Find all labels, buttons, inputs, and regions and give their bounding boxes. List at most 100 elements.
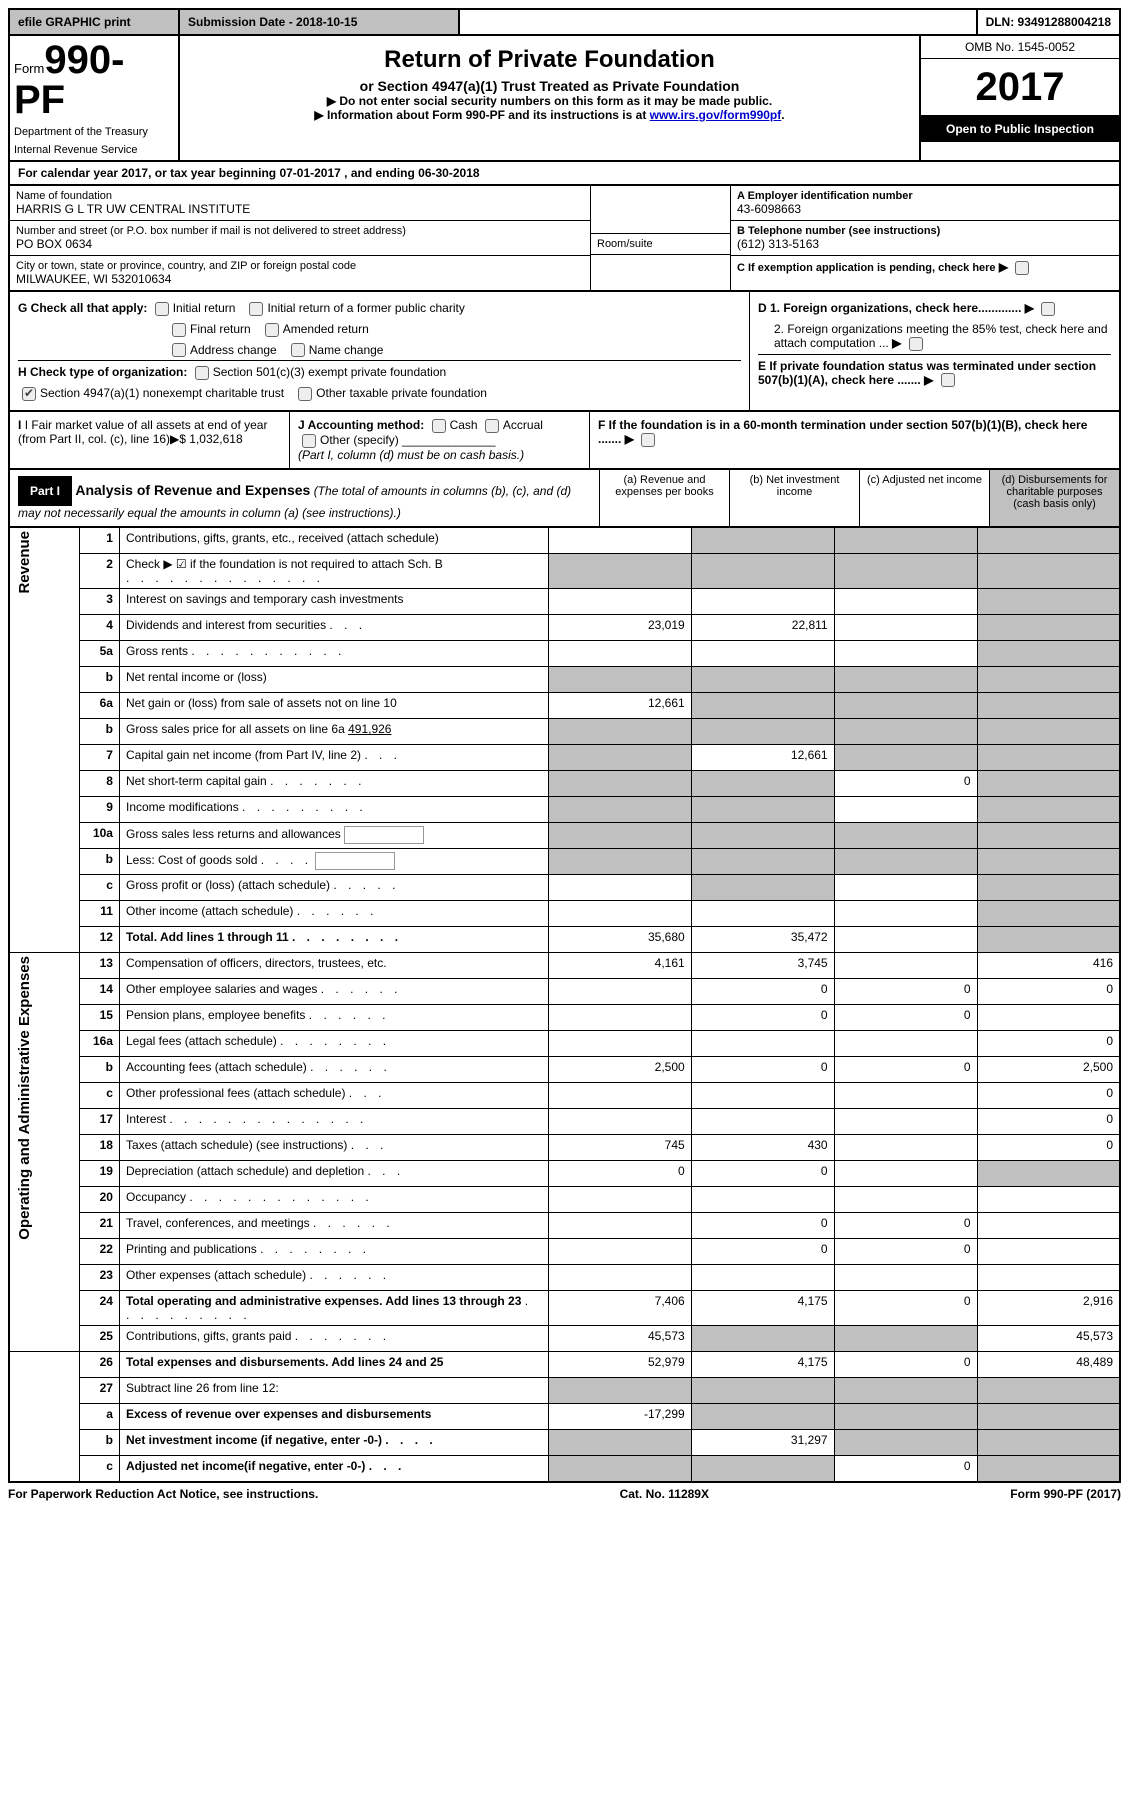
r16a-d: 0 [977, 1031, 1120, 1057]
part1-table: Revenue 1Contributions, gifts, grants, e… [8, 528, 1121, 1483]
row-27: Subtract line 26 from line 12: [119, 1378, 548, 1404]
gross-sales-input[interactable] [344, 826, 424, 844]
col-c-header: (c) Adjusted net income [859, 470, 989, 526]
initial-return-checkbox[interactable] [155, 302, 169, 316]
row-12: Total. Add lines 1 through 11 . . . . . … [119, 927, 548, 953]
ein-label: A Employer identification number [737, 190, 1113, 202]
ein-value: 43-6098663 [737, 202, 1113, 216]
part1-header: Part I Analysis of Revenue and Expenses … [8, 470, 1121, 528]
j-other: Other (specify) [320, 433, 399, 447]
r22-b: 0 [691, 1239, 834, 1265]
revenue-side-label: Revenue [16, 531, 33, 594]
r25-a: 45,573 [548, 1326, 691, 1352]
h-opt3: Other taxable private foundation [316, 386, 487, 400]
j-cash: Cash [450, 418, 478, 432]
r18-a: 745 [548, 1135, 691, 1161]
row-22: Printing and publications . . . . . . . … [119, 1239, 548, 1265]
initial-former-checkbox[interactable] [249, 302, 263, 316]
arrow-icon: ▶ [999, 260, 1008, 274]
row-26: Total expenses and disbursements. Add li… [119, 1352, 548, 1378]
f-section: F If the foundation is in a 60-month ter… [590, 412, 1119, 468]
row-16b: Accounting fees (attach schedule) . . . … [119, 1057, 548, 1083]
final-return-checkbox[interactable] [172, 323, 186, 337]
row-3: Interest on savings and temporary cash i… [119, 589, 548, 615]
calendar-year-line: For calendar year 2017, or tax year begi… [8, 162, 1121, 186]
r26-c: 0 [834, 1352, 977, 1378]
r4-a: 23,019 [548, 615, 691, 641]
irs-link[interactable]: www.irs.gov/form990pf [650, 108, 782, 122]
row-9: Income modifications . . . . . . . . . [119, 797, 548, 823]
open-public-badge: Open to Public Inspection [921, 116, 1119, 142]
g-opt3: Final return [190, 322, 251, 336]
form-ref: Form 990-PF (2017) [1010, 1487, 1121, 1501]
irs-label: Internal Revenue Service [14, 144, 174, 156]
r15-c: 0 [834, 1005, 977, 1031]
4947a1-checkbox[interactable] [22, 387, 36, 401]
r26-a: 52,979 [548, 1352, 691, 1378]
f-label: F If the foundation is in a 60-month ter… [598, 418, 1087, 446]
r6a-a: 12,661 [548, 693, 691, 719]
row-24: Total operating and administrative expen… [119, 1291, 548, 1326]
city-label: City or town, state or province, country… [16, 260, 584, 272]
g-opt6: Name change [309, 343, 384, 357]
r12-b: 35,472 [691, 927, 834, 953]
header-mid: Return of Private Foundation or Section … [180, 36, 919, 160]
row-18: Taxes (attach schedule) (see instruction… [119, 1135, 548, 1161]
r21-b: 0 [691, 1213, 834, 1239]
j-label: J Accounting method: [298, 418, 424, 432]
i-text: I Fair market value of all assets at end… [18, 418, 267, 446]
row-19: Depreciation (attach schedule) and deple… [119, 1161, 548, 1187]
r24-b: 4,175 [691, 1291, 834, 1326]
cash-checkbox[interactable] [432, 419, 446, 433]
h-label: H Check type of organization: [18, 365, 187, 379]
r18-b: 430 [691, 1135, 834, 1161]
j-note: (Part I, column (d) must be on cash basi… [298, 448, 524, 462]
accrual-checkbox[interactable] [485, 419, 499, 433]
identity-block: Name of foundation HARRIS G L TR UW CENT… [8, 186, 1121, 292]
r24-d: 2,916 [977, 1291, 1120, 1326]
r12-a: 35,680 [548, 927, 691, 953]
instructions-prefix: ▶ Information about Form 990-PF and its … [314, 108, 649, 122]
row-21: Travel, conferences, and meetings . . . … [119, 1213, 548, 1239]
col-d-header: (d) Disbursements for charitable purpose… [989, 470, 1119, 526]
r26-b: 4,175 [691, 1352, 834, 1378]
501c3-checkbox[interactable] [195, 366, 209, 380]
cost-goods-input[interactable] [315, 852, 395, 870]
row-17: Interest . . . . . . . . . . . . . . [119, 1109, 548, 1135]
exemption-checkbox[interactable] [1015, 261, 1029, 275]
r8-c: 0 [834, 771, 977, 797]
col-a-header: (a) Revenue and expenses per books [599, 470, 729, 526]
header-block: Form990-PF Department of the Treasury In… [8, 36, 1121, 162]
col-b-header: (b) Net investment income [729, 470, 859, 526]
r4-b: 22,811 [691, 615, 834, 641]
foreign-85-checkbox[interactable] [909, 337, 923, 351]
foreign-org-checkbox[interactable] [1041, 302, 1055, 316]
cat-number: Cat. No. 11289X [620, 1487, 709, 1501]
phone-value: (612) 313-5163 [737, 237, 1113, 251]
d2-label: 2. Foreign organizations meeting the 85%… [774, 322, 1108, 350]
dln-label: DLN: 93491288004218 [978, 10, 1119, 34]
row-25: Contributions, gifts, grants paid . . . … [119, 1326, 548, 1352]
row-11: Other income (attach schedule) . . . . .… [119, 901, 548, 927]
row-6a: Net gain or (loss) from sale of assets n… [119, 693, 548, 719]
terminated-checkbox[interactable] [941, 373, 955, 387]
h-opt1: Section 501(c)(3) exempt private foundat… [213, 365, 446, 379]
part-badge: Part I [18, 476, 72, 506]
r13-a: 4,161 [548, 953, 691, 979]
name-change-checkbox[interactable] [291, 343, 305, 357]
r17-d: 0 [977, 1109, 1120, 1135]
other-taxable-checkbox[interactable] [298, 387, 312, 401]
r6b-value: 491,926 [348, 722, 391, 736]
arrow-icon: ▶ [1025, 301, 1034, 315]
g-opt2: Initial return of a former public charit… [267, 301, 464, 315]
tax-year: 2017 [921, 59, 1119, 116]
r14-d: 0 [977, 979, 1120, 1005]
address-change-checkbox[interactable] [172, 343, 186, 357]
amended-return-checkbox[interactable] [265, 323, 279, 337]
form-label: Form [14, 61, 44, 76]
60-month-checkbox[interactable] [641, 433, 655, 447]
other-method-checkbox[interactable] [302, 434, 316, 448]
row-10b: Less: Cost of goods sold . . . . [119, 849, 548, 875]
row-5a: Gross rents . . . . . . . . . . . [119, 641, 548, 667]
r24-a: 7,406 [548, 1291, 691, 1326]
